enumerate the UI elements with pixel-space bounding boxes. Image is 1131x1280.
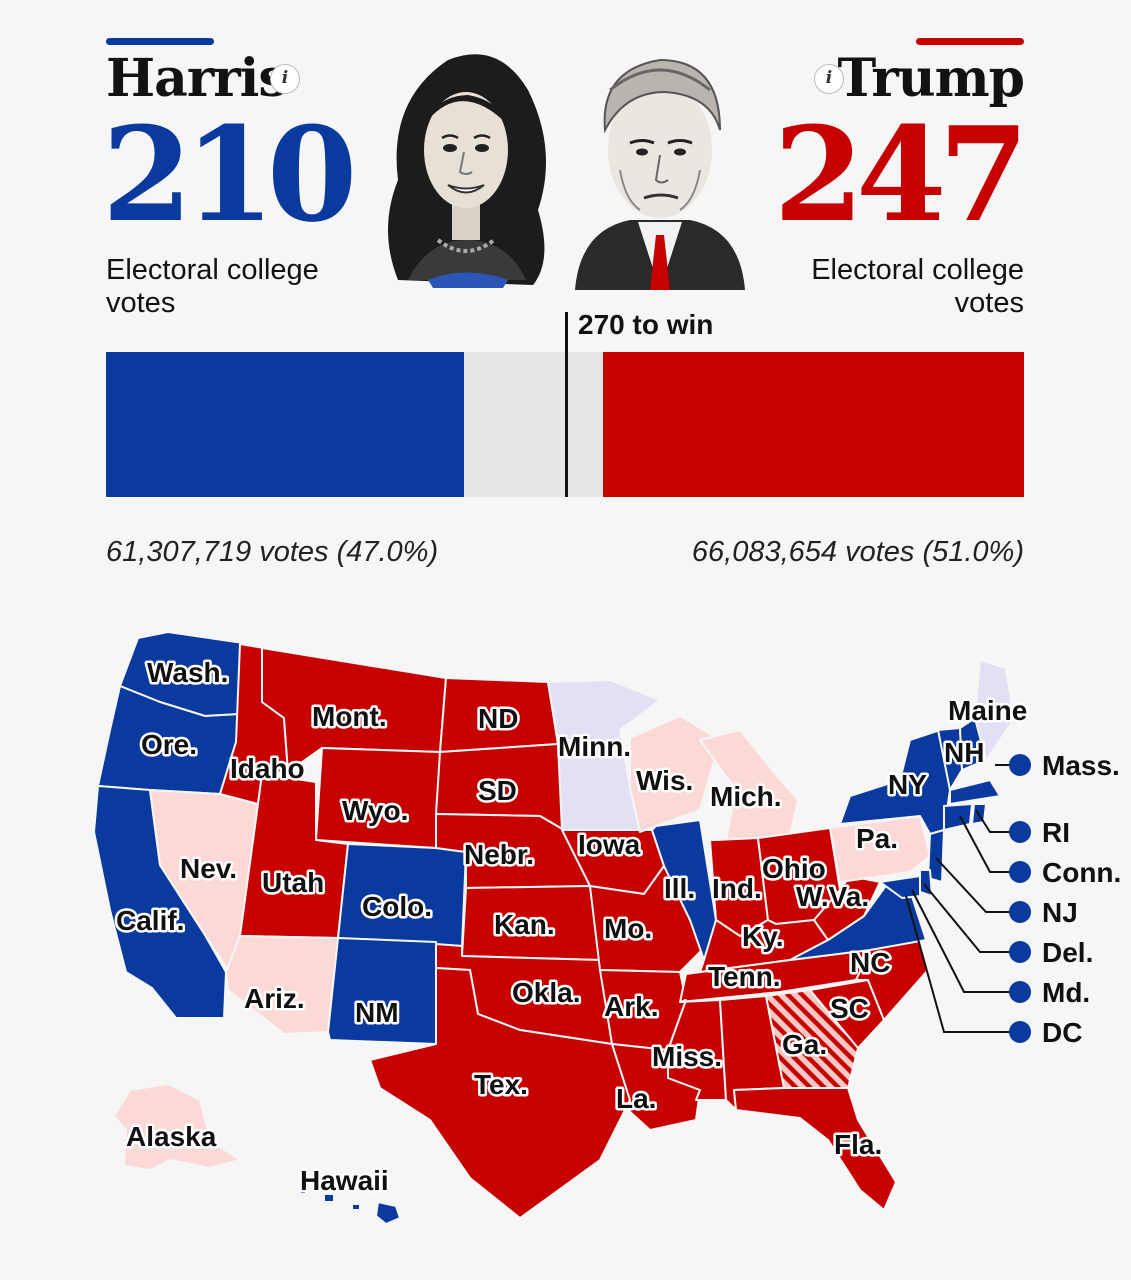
label-nev: Nev.: [180, 853, 237, 884]
small-state-callouts: [905, 764, 1014, 1033]
label-nebr: Nebr.: [464, 839, 534, 870]
label-maine: Maine: [948, 695, 1027, 726]
label-mo: Mo.: [604, 913, 652, 944]
label-iowa: Iowa: [578, 829, 641, 860]
small-states-list: Mass. RI Conn. NJ Del. Md. DC: [1009, 750, 1121, 1048]
state-colo: [337, 843, 467, 947]
state-maine: [974, 659, 1015, 761]
harris-accent-bar: [106, 38, 214, 45]
label-tenn: Tenn.: [708, 961, 781, 992]
state-nj: [927, 829, 945, 883]
small-state-mass: Mass.: [1042, 750, 1120, 781]
label-hawaii: Hawaii: [300, 1165, 389, 1196]
win-threshold-label: 270 to win: [578, 309, 714, 340]
label-minn: Minn.: [558, 731, 631, 762]
label-mont: Mont.: [312, 701, 387, 732]
state-mass: [949, 779, 1001, 805]
dot-conn: [1009, 861, 1031, 883]
state-nm: [327, 937, 437, 1045]
label-colo: Colo.: [362, 891, 432, 922]
state-hawaii: [299, 1187, 401, 1225]
label-ill: Ill.: [664, 873, 695, 904]
label-fla: Fla.: [834, 1129, 882, 1160]
trump-electoral-votes: 247: [773, 98, 1029, 251]
small-state-conn: Conn.: [1042, 857, 1121, 888]
dot-del: [1009, 941, 1031, 963]
label-sc: SC: [830, 993, 869, 1024]
trump-popular-vote: 66,083,654 votes (51.0%): [691, 536, 1024, 568]
dot-ri: [1009, 821, 1031, 843]
label-ind: Ind.: [712, 873, 762, 904]
small-state-md: Md.: [1042, 977, 1090, 1008]
label-utah: Utah: [262, 867, 324, 898]
state-ill: [651, 819, 717, 961]
label-wva: W.Va.: [796, 881, 869, 912]
harris-electoral-votes: 210: [102, 98, 357, 251]
label-idaho: Idaho: [230, 753, 305, 784]
label-ariz: Ariz.: [244, 983, 305, 1014]
trump-ev-bar: [603, 352, 1024, 497]
label-okla: Okla.: [512, 977, 580, 1008]
label-wyo: Wyo.: [342, 795, 408, 826]
harris-ev-bar: [106, 352, 464, 497]
trump-accent-bar: [916, 38, 1024, 45]
trump-name: Trump: [837, 48, 1025, 109]
label-wis: Wis.: [636, 765, 693, 796]
state-ga: [765, 989, 859, 1089]
small-state-dc: DC: [1042, 1017, 1082, 1048]
label-mich: Mich.: [710, 781, 782, 812]
state-labels: Wash. Ore. Calif. Nev. Idaho Mont. Wyo. …: [114, 655, 1030, 1199]
harris-ev-label: Electoral college votes: [106, 254, 319, 319]
label-alaska: Alaska: [126, 1121, 217, 1152]
harris-name: Harris: [106, 48, 288, 109]
state-fla: [733, 1087, 897, 1211]
state-md: [879, 875, 921, 899]
trump-portrait: [575, 58, 745, 290]
label-ore: Ore.: [141, 729, 197, 760]
label-ark: Ark.: [604, 991, 658, 1022]
harris-portrait: [388, 54, 546, 288]
harris-popular-vote: 61,307,719 votes (47.0%): [106, 536, 439, 568]
label-nc: NC: [850, 947, 890, 978]
dot-mass: [1009, 754, 1031, 776]
state-alaska: [113, 1083, 241, 1171]
dot-md: [1009, 981, 1031, 1003]
state-tex: [369, 967, 631, 1219]
win-threshold-line: [565, 312, 568, 497]
small-state-ri: RI: [1042, 817, 1070, 848]
label-nd: ND: [478, 703, 518, 734]
label-nm: NM: [355, 997, 399, 1028]
state-mich: [699, 729, 799, 841]
label-sd: SD: [478, 775, 517, 806]
trump-info-icon[interactable]: i: [814, 64, 844, 94]
trump-ev-label: Electoral college votes: [811, 254, 1024, 319]
dot-dc: [1009, 1021, 1031, 1043]
label-wash: Wash.: [147, 657, 228, 688]
dot-nj: [1009, 901, 1031, 923]
label-la: La.: [616, 1083, 656, 1114]
label-miss: Miss.: [652, 1041, 722, 1072]
state-wis: [629, 715, 721, 833]
harris-info-icon[interactable]: i: [270, 64, 300, 94]
small-state-del: Del.: [1042, 937, 1093, 968]
small-state-nj: NJ: [1042, 897, 1078, 928]
label-pa: Pa.: [856, 823, 898, 854]
label-tex: Tex.: [474, 1069, 528, 1100]
label-ky: Ky.: [742, 921, 784, 952]
label-ny: NY: [888, 769, 927, 800]
state-conn: [943, 803, 973, 831]
label-kan: Kan.: [494, 909, 555, 940]
label-nh: NH: [944, 737, 984, 768]
us-electoral-map: Wash. Ore. Calif. Nev. Idaho Mont. Wyo. …: [93, 631, 1121, 1225]
label-ga: Ga.: [782, 1029, 827, 1060]
label-calif: Calif.: [116, 905, 184, 936]
label-ohio: Ohio: [762, 853, 826, 884]
